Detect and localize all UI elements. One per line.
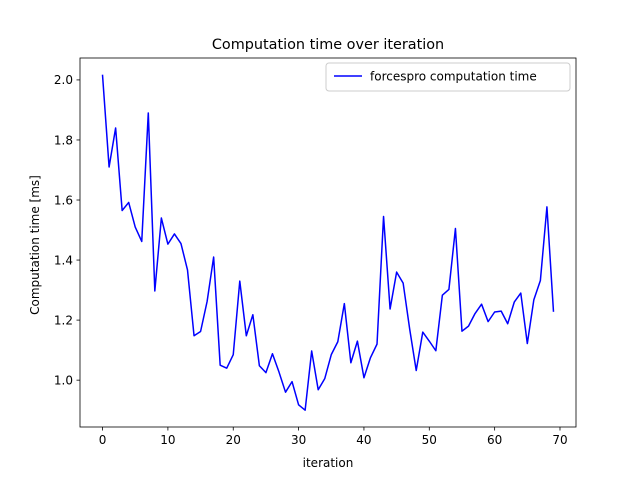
y-axis-label: Computation time [ms] (28, 175, 42, 315)
x-tick-label: 50 (422, 433, 437, 447)
x-axis-ticks: 0 10 20 30 40 50 60 70 (99, 427, 568, 447)
legend-label: forcespro computation time (370, 70, 537, 84)
x-axis-label: iteration (303, 456, 354, 470)
series-line-0 (101, 74, 555, 411)
x-tick-label: 40 (356, 433, 371, 447)
axes-frame (79, 57, 577, 428)
legend: forcespro computation time (325, 62, 571, 92)
legend-box (325, 62, 571, 92)
y-tick-label: 1.4 (54, 253, 73, 267)
x-tick-label: 20 (226, 433, 241, 447)
x-tick-label: 70 (552, 433, 567, 447)
x-tick-label: 10 (160, 433, 175, 447)
y-axis-ticks: 1.0 1.2 1.4 1.6 1.8 2.0 (54, 73, 80, 387)
plot-area (79, 57, 577, 428)
y-tick-label: 1.0 (54, 373, 73, 387)
x-tick-label: 60 (487, 433, 502, 447)
x-tick-label: 0 (99, 433, 107, 447)
y-tick-label: 1.8 (54, 133, 73, 147)
y-tick-label: 2.0 (54, 73, 73, 87)
y-tick-label: 1.2 (54, 313, 73, 327)
y-tick-label: 1.6 (54, 193, 73, 207)
x-tick-label: 30 (291, 433, 306, 447)
chart-title: Computation time over iteration (212, 37, 444, 53)
